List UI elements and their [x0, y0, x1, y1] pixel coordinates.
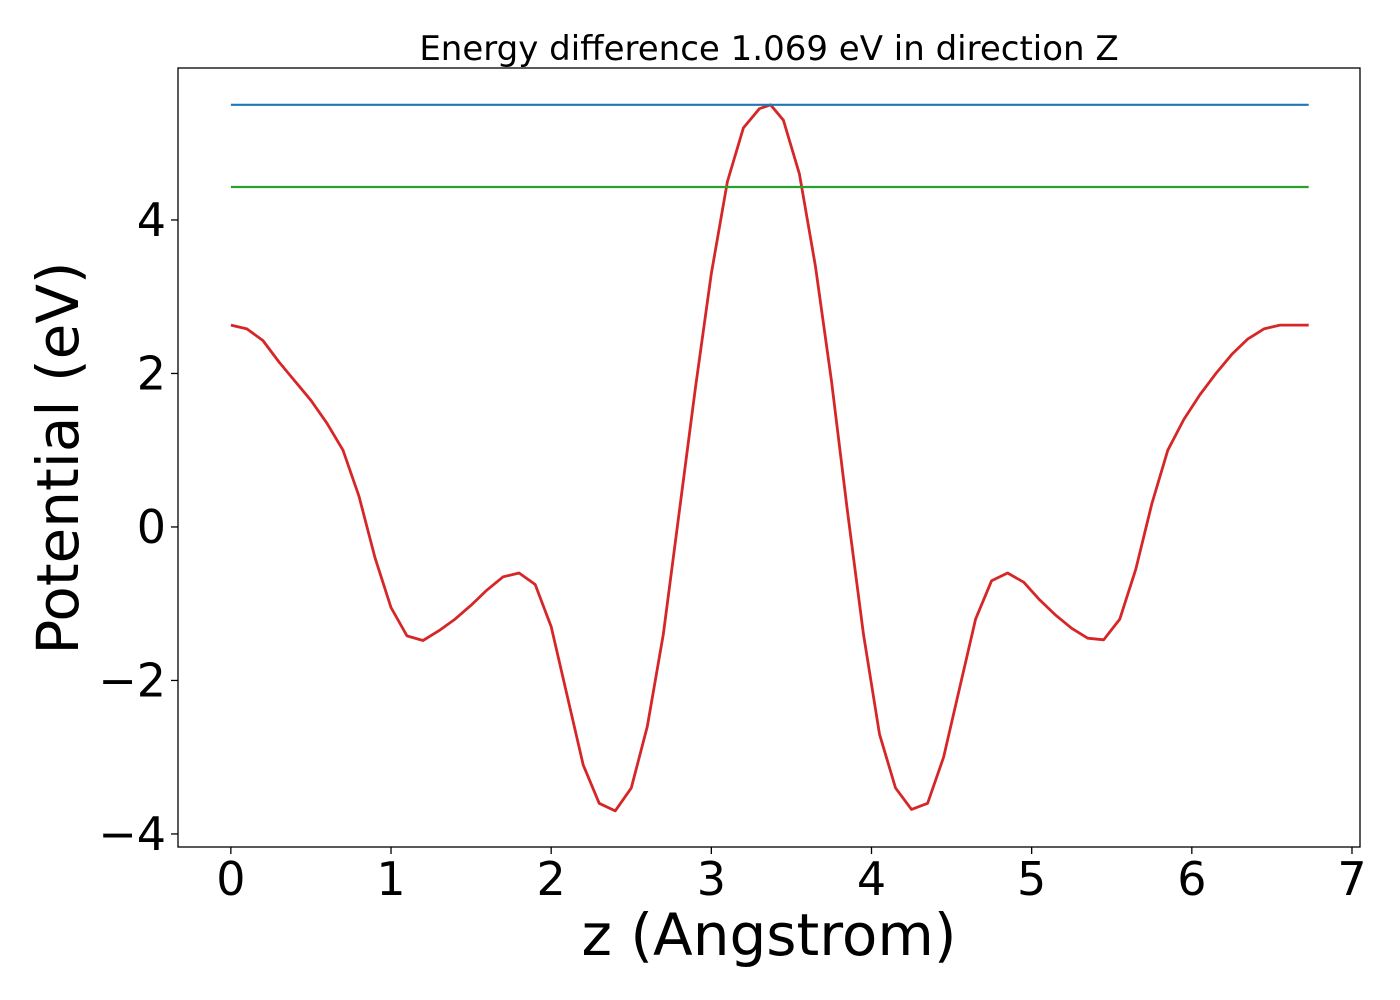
y-axis-label: Potential (eV) [24, 261, 92, 654]
x-tick-label: 2 [537, 852, 566, 906]
x-tick-label: 5 [1017, 852, 1046, 906]
x-tick-label: 7 [1337, 852, 1366, 906]
y-tick-label: 2 [137, 346, 166, 400]
y-tick-label: 0 [137, 500, 166, 554]
y-tick-label: −4 [98, 807, 166, 861]
chart-title: Energy difference 1.069 eV in direction … [419, 29, 1118, 69]
x-tick-label: 3 [697, 852, 726, 906]
y-axis: −4 −2 0 2 4 [98, 193, 178, 861]
x-axis-label: z (Angstrom) [582, 901, 957, 969]
x-tick-label: 6 [1177, 852, 1206, 906]
series-layer [230, 103, 1309, 813]
x-axis: 0 1 2 3 4 5 6 7 [216, 847, 1367, 906]
x-tick-label: 4 [857, 852, 886, 906]
y-tick-label: 4 [137, 193, 166, 247]
y-tick-label: −2 [98, 653, 166, 707]
x-tick-label: 1 [376, 852, 405, 906]
x-tick-label: 0 [216, 852, 245, 906]
series-line-0 [230, 103, 1309, 813]
plot-frame [177, 67, 1361, 848]
